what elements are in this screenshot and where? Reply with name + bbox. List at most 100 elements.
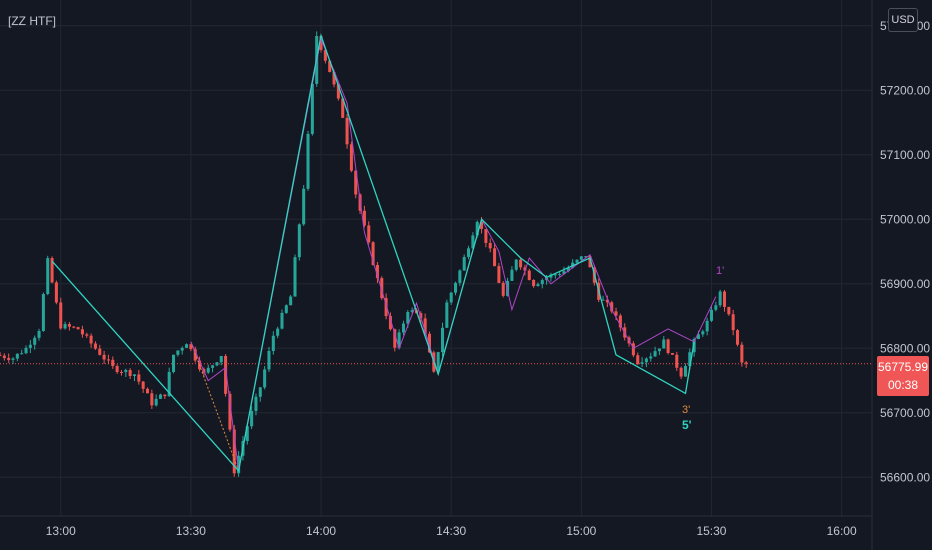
candle-body [176, 350, 180, 355]
zigzag-main-line [51, 32, 695, 473]
candle-body [172, 354, 176, 372]
candle-body [722, 291, 727, 307]
candle-body [397, 332, 401, 348]
last-price-value: 56775.99 [877, 360, 929, 374]
currency-button[interactable]: USD [888, 8, 918, 32]
candle-body [493, 248, 497, 267]
candle-body [150, 393, 154, 406]
candle-body [28, 344, 32, 348]
candle-body [284, 305, 288, 313]
candle-body [245, 426, 249, 442]
candle-body [328, 60, 332, 73]
candle-body [349, 144, 353, 171]
candle-body [341, 98, 345, 118]
candle-body [293, 257, 297, 297]
candle-body [132, 374, 137, 376]
candle-body [709, 309, 714, 321]
candle-body [219, 356, 223, 363]
candle-body [675, 354, 679, 368]
candle-body [141, 381, 145, 389]
candle-body [206, 367, 210, 373]
candle-body [445, 302, 449, 328]
candle-body [670, 353, 674, 355]
zigzag-dotted-line [190, 341, 240, 471]
candle-body [310, 83, 314, 134]
candle-body [427, 333, 432, 353]
candle-body [115, 366, 119, 373]
candle-body [345, 117, 349, 145]
candle-body [566, 267, 570, 272]
candle-body [280, 312, 284, 329]
y-tick-label: 57200.00 [880, 83, 930, 97]
indicator-label[interactable]: [ZZ HTF] [8, 14, 56, 28]
wave-label-1: 1' [716, 265, 725, 277]
candle-body [237, 455, 241, 474]
candle-body [640, 362, 644, 364]
y-tick-label: 56800.00 [880, 341, 930, 355]
candle-body [267, 350, 271, 370]
candle-body [532, 279, 536, 287]
candle-body [523, 267, 527, 271]
candle-body [384, 298, 388, 317]
x-tick-label: 14:00 [306, 524, 336, 538]
candles [0, 31, 748, 477]
candle-body [475, 221, 479, 236]
candle-body [653, 351, 657, 357]
grid-lines [0, 0, 872, 516]
candle-body [232, 429, 236, 474]
y-tick-label: 56900.00 [880, 277, 930, 291]
x-tick-label: 13:30 [176, 524, 206, 538]
candle-body [93, 343, 97, 349]
candle-body [440, 327, 445, 353]
candle-body [406, 312, 410, 324]
candle-body [735, 330, 740, 345]
candle-body [37, 330, 41, 338]
candle-body [72, 326, 76, 328]
candle-body [388, 316, 392, 330]
candle-body [401, 323, 405, 333]
candle-body [20, 353, 24, 355]
candle-body [618, 315, 622, 328]
x-tick-label: 13:00 [46, 524, 76, 538]
candle-body [76, 327, 80, 330]
y-tick-label: 56600.00 [880, 470, 930, 484]
candle-body [189, 344, 193, 350]
candle-body [167, 371, 171, 397]
candle-body [714, 305, 718, 310]
candle-body [7, 358, 11, 360]
candle-body [549, 274, 553, 278]
candle-body [497, 266, 501, 283]
candle-body [636, 355, 640, 364]
candle-body [145, 388, 150, 394]
candle-body [458, 270, 462, 283]
zigzag-minor-line [190, 36, 717, 471]
candle-body [85, 334, 89, 336]
wave-label-5: 5' [682, 418, 692, 432]
candle-body [454, 282, 458, 293]
candle-body [601, 299, 605, 301]
candle-body [102, 354, 106, 360]
candle-body [471, 235, 475, 249]
candle-body [701, 331, 705, 335]
candle-body [436, 352, 440, 372]
candle-body [649, 356, 653, 359]
candle-body [605, 299, 609, 303]
candle-body [137, 374, 141, 382]
candle-body [657, 348, 661, 352]
candle-body [631, 343, 635, 356]
x-tick-label: 16:00 [827, 524, 857, 538]
candle-body [480, 221, 484, 229]
candle-body [24, 347, 28, 354]
candle-body [449, 292, 453, 303]
x-tick-label: 15:30 [696, 524, 726, 538]
candle-body [276, 328, 280, 336]
candle-body [332, 72, 336, 85]
candle-body [558, 274, 562, 276]
candle-body [553, 274, 557, 276]
candle-body [2, 355, 6, 359]
candle-body [501, 282, 505, 296]
candle-body [588, 256, 592, 268]
candle-body [106, 359, 110, 361]
